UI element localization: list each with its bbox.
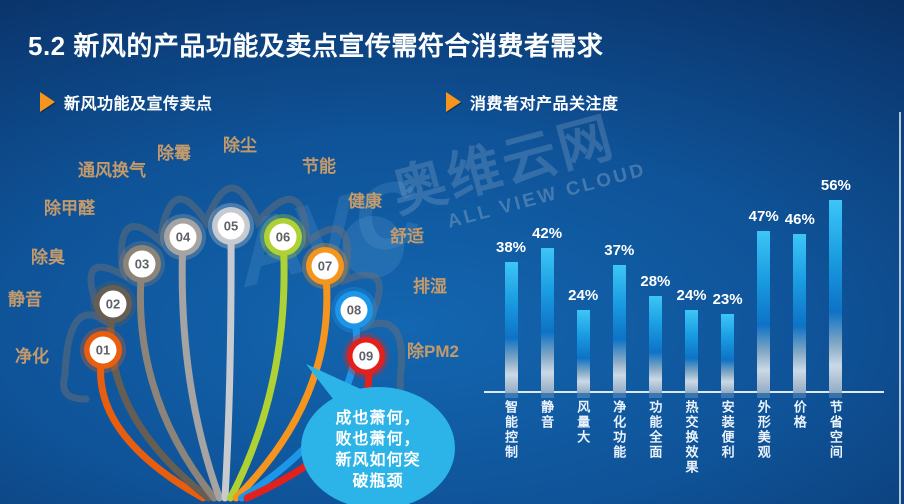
fan-ball-07: 07 bbox=[302, 243, 348, 289]
bar-value-label: 24% bbox=[676, 287, 707, 304]
bar-value-label: 46% bbox=[784, 211, 815, 228]
fan-ball-number: 02 bbox=[106, 297, 120, 312]
bar-category-label: 智能控制 bbox=[503, 400, 518, 460]
fan-ball-number: 05 bbox=[224, 219, 238, 234]
fan-stem bbox=[136, 260, 218, 502]
bar-category-label: 风量大 bbox=[575, 400, 591, 445]
fan-ball-number: 09 bbox=[359, 349, 373, 364]
bar-category-label: 安装便利 bbox=[719, 400, 735, 460]
fan-ball-06: 06 bbox=[260, 214, 306, 260]
bar bbox=[540, 248, 554, 393]
fan-label: 除霉 bbox=[157, 143, 191, 163]
axis-tick bbox=[612, 393, 626, 398]
fan-ball-01: 01 bbox=[80, 327, 126, 373]
slide-right-edge bbox=[899, 112, 901, 504]
bar-category-label: 静音 bbox=[539, 400, 555, 430]
fan-ball-05: 05 bbox=[208, 203, 254, 249]
bar-category-label: 热交换效果 bbox=[683, 400, 699, 475]
axis-tick bbox=[829, 393, 843, 398]
fan-ball-02: 02 bbox=[90, 281, 136, 327]
bubble-line: 破瓶颈 bbox=[352, 473, 404, 490]
section-title-left: 新风功能及宣传卖点 bbox=[64, 96, 213, 113]
fan-ball-number: 07 bbox=[318, 259, 332, 274]
bar-value-label: 28% bbox=[640, 273, 671, 290]
fan-stem bbox=[97, 346, 207, 502]
fan-label: 除甲醛 bbox=[44, 198, 96, 218]
bar bbox=[504, 262, 518, 393]
fan-label: 舒适 bbox=[390, 226, 424, 246]
bar-value-label: 42% bbox=[532, 225, 563, 242]
section-header-left: 新风功能及宣传卖点 bbox=[40, 90, 213, 114]
bar-value-label: 37% bbox=[604, 242, 635, 259]
fan-label: 除臭 bbox=[31, 247, 65, 267]
fan-stem bbox=[107, 300, 212, 502]
fan-ball-number: 04 bbox=[176, 230, 191, 245]
arrow-right-icon bbox=[446, 92, 461, 112]
fan-ball-08: 08 bbox=[331, 287, 377, 333]
bubble-line: 败也萧何， bbox=[335, 431, 421, 448]
axis-tick bbox=[576, 393, 590, 398]
fan-label: 排湿 bbox=[413, 276, 447, 296]
fan-label: 静音 bbox=[8, 289, 42, 309]
bar-category-label: 净化功能 bbox=[611, 400, 627, 460]
fan-stem bbox=[221, 222, 235, 502]
axis-tick bbox=[757, 393, 771, 398]
fan-stem bbox=[227, 233, 288, 502]
speech-bubble: 成也萧何， 败也萧何， 新风如何突 破瓶颈 bbox=[301, 387, 455, 504]
bar-value-label: 56% bbox=[820, 177, 851, 194]
chart-axis bbox=[484, 391, 884, 393]
axis-tick bbox=[685, 393, 698, 398]
bar bbox=[757, 231, 771, 393]
axis-tick bbox=[793, 393, 807, 398]
section-header-right: 消费者对产品关注度 bbox=[446, 90, 619, 114]
bar-category-label: 功能全面 bbox=[647, 400, 663, 460]
fan-label: 除尘 bbox=[223, 135, 257, 155]
fan-label: 节能 bbox=[302, 156, 336, 176]
watermark-logo-dot-icon bbox=[342, 216, 404, 278]
fan-label: 除PM2.5 bbox=[407, 341, 460, 361]
bar-category-label: 外形美观 bbox=[755, 400, 771, 460]
bar-value-label: 47% bbox=[748, 208, 779, 225]
section-title-right: 消费者对产品关注度 bbox=[470, 96, 619, 113]
bar-category-label: 节省空间 bbox=[827, 400, 843, 460]
axis-tick bbox=[540, 393, 554, 398]
page-title: 5.2 新风的产品功能及卖点宣传需符合消费者需求 bbox=[28, 31, 604, 61]
fan-ball-04: 04 bbox=[160, 214, 206, 260]
fan-ball-09: 09 bbox=[343, 333, 389, 379]
bar bbox=[685, 310, 698, 393]
bar bbox=[576, 310, 590, 393]
fan-ball-number: 01 bbox=[96, 343, 110, 358]
fan-ball-03: 03 bbox=[119, 241, 165, 287]
bar bbox=[721, 314, 735, 393]
fan-ball-number: 08 bbox=[347, 303, 361, 318]
fan-label: 通风换气 bbox=[78, 160, 146, 180]
bar bbox=[648, 296, 662, 393]
bar-value-label: 23% bbox=[712, 291, 743, 308]
axis-tick bbox=[648, 393, 662, 398]
fan-label: 健康 bbox=[348, 191, 383, 211]
bar-value-label: 38% bbox=[495, 239, 527, 256]
fan-label: 净化 bbox=[15, 346, 49, 366]
axis-tick bbox=[504, 393, 518, 398]
bar bbox=[829, 200, 843, 393]
bar bbox=[612, 265, 626, 393]
fan-stem bbox=[232, 262, 331, 502]
arrow-right-icon bbox=[40, 92, 55, 112]
bar bbox=[793, 234, 807, 393]
fan-ball-number: 06 bbox=[276, 230, 290, 245]
fan-stem bbox=[178, 233, 223, 502]
bubble-line: 新风如何突 bbox=[335, 452, 421, 469]
axis-tick bbox=[721, 393, 735, 398]
bar-category-label: 价格 bbox=[791, 400, 807, 430]
bubble-line: 成也萧何， bbox=[335, 410, 421, 427]
fan-ball-number: 03 bbox=[135, 257, 149, 272]
bar-value-label: 24% bbox=[568, 287, 599, 304]
